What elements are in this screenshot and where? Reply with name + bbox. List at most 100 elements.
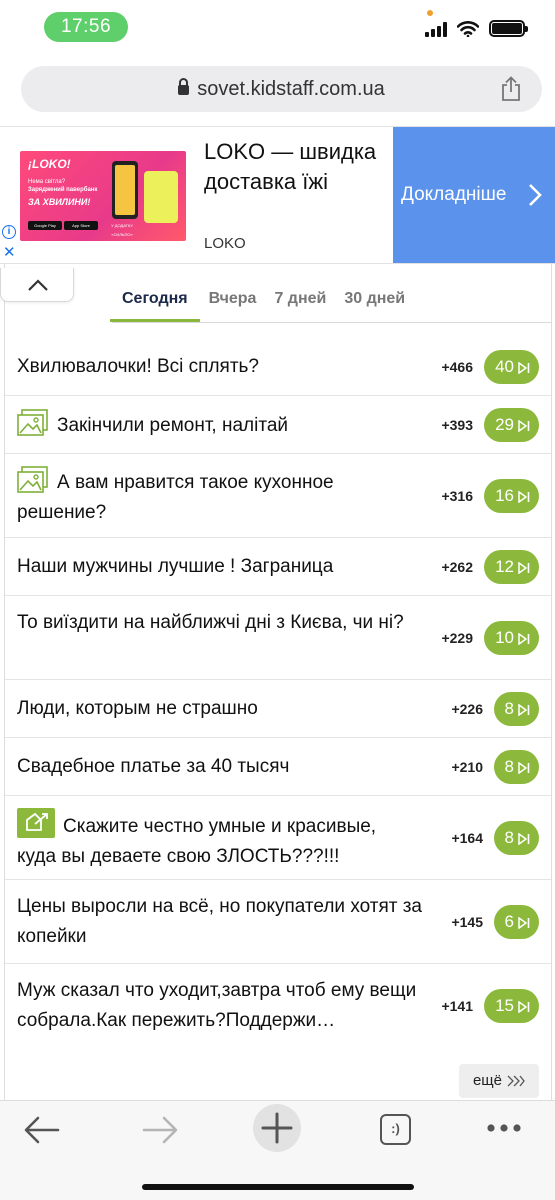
tab-7-days[interactable]: 7 дней <box>274 290 327 307</box>
address-bar[interactable]: sovet.kidstaff.com.ua <box>21 66 542 112</box>
more-menu-icon[interactable] <box>486 1123 522 1133</box>
topic-row[interactable]: Хвилювалочки! Всі сплять? +466 40 <box>5 338 551 396</box>
ad-image[interactable]: ¡LOKO! Нема світла? Заряджений павербанк… <box>20 151 186 241</box>
topic-score: +226 <box>451 701 483 717</box>
tab-today[interactable]: Сегодня <box>110 270 200 322</box>
ad-app-store-badge: App Store <box>64 221 98 230</box>
skip-to-end-icon <box>518 1001 530 1013</box>
topic-row[interactable]: Свадебное платье за 40 тысяч +210 8 <box>5 738 551 796</box>
topic-row[interactable]: Муж сказал что уходит,завтра чтоб ему ве… <box>5 964 551 1048</box>
topic-row[interactable]: Цены выросли на всё, но покупатели хотят… <box>5 880 551 964</box>
tab-30-days[interactable]: 30 дней <box>344 290 406 307</box>
chevron-right-icon <box>529 184 542 206</box>
url-text: sovet.kidstaff.com.ua <box>197 78 385 100</box>
tabs-switcher-icon[interactable]: :) <box>380 1114 411 1145</box>
tab-yesterday[interactable]: Вчера <box>208 290 257 307</box>
more-button[interactable]: ещё <box>458 1064 539 1098</box>
topic-title[interactable]: Скажите честно умные и красивые, куда вы… <box>17 808 417 872</box>
replies-pill[interactable]: 8 <box>493 692 539 726</box>
topic-title[interactable]: Свадебное платье за 40 тысяч <box>17 756 290 777</box>
popular-topics-panel <box>4 264 552 1102</box>
forward-arrow-icon[interactable] <box>140 1115 180 1145</box>
skip-to-end-icon <box>518 420 530 432</box>
chevron-up-icon <box>28 279 48 291</box>
skip-to-end-icon <box>518 762 530 774</box>
topic-row[interactable]: Наши мужчины лучшие ! Заграница +262 12 <box>5 538 551 596</box>
status-icons <box>425 20 528 37</box>
skip-to-end-icon <box>518 704 530 716</box>
skip-to-end-icon <box>518 833 530 845</box>
browser-toolbar: :) <box>0 1100 555 1200</box>
replies-pill[interactable]: 10 <box>484 621 539 655</box>
ad-image-line1: Нема світла? <box>28 179 66 185</box>
skip-to-end-icon <box>518 633 530 645</box>
cellular-signal-icon <box>425 21 447 37</box>
ad-image-line2: Заряджений павербанк <box>28 187 98 193</box>
back-arrow-icon[interactable] <box>22 1115 62 1145</box>
topic-score: +262 <box>441 559 473 575</box>
topic-row[interactable]: Скажите честно умные и красивые, куда вы… <box>5 796 551 880</box>
topic-score: +145 <box>451 914 483 930</box>
ad-banner[interactable]: ¡LOKO! Нема світла? Заряджений павербанк… <box>0 126 555 264</box>
topic-row[interactable]: То виїздити на найближчі дні з Києва, чи… <box>5 596 551 680</box>
powerbank-illustration <box>144 171 178 223</box>
replies-pill[interactable]: 8 <box>493 821 539 855</box>
new-tab-button[interactable] <box>253 1104 301 1152</box>
ad-image-line3: ЗА ХВИЛИНИ! <box>28 197 91 207</box>
topic-title[interactable]: Цены выросли на всё, но покупатели хотят… <box>17 896 423 947</box>
ad-image-brand: ¡LOKO! <box>28 157 71 171</box>
tabs-divider <box>112 322 552 323</box>
share-icon[interactable] <box>500 76 522 102</box>
topic-row[interactable]: Закінчили ремонт, налітай +393 29 <box>5 396 551 454</box>
replies-pill[interactable]: 15 <box>484 989 539 1023</box>
skip-to-end-icon <box>518 491 530 503</box>
replies-pill[interactable]: 12 <box>484 550 539 584</box>
ad-title[interactable]: LOKO — швидка доставка їжі <box>204 139 377 194</box>
url-display[interactable]: sovet.kidstaff.com.ua <box>21 66 542 112</box>
battery-icon <box>489 20 528 37</box>
topic-score: +466 <box>441 359 473 375</box>
plus-icon <box>261 1112 293 1144</box>
topic-title[interactable]: Люди, которым не страшно <box>17 698 258 719</box>
ad-info-icon[interactable]: i <box>2 225 16 239</box>
topic-title[interactable]: Муж сказал что уходит,завтра чтоб ему ве… <box>17 980 417 1031</box>
topic-score: +210 <box>451 759 483 775</box>
collapse-button[interactable] <box>0 268 74 302</box>
topic-row[interactable]: А вам нравится такое кухонное решение? +… <box>5 454 551 538</box>
wifi-icon <box>457 21 479 37</box>
phone-illustration <box>112 161 138 219</box>
home-indicator[interactable] <box>142 1184 414 1190</box>
topic-title[interactable]: Наши мужчины лучшие ! Заграница <box>17 556 334 577</box>
period-tabs: Сегодня Вчера 7 дней 30 дней <box>110 270 414 322</box>
ad-advertiser: LOKO <box>204 235 246 252</box>
replies-pill[interactable]: 16 <box>484 479 539 513</box>
ad-google-play-badge: Google Play <box>28 221 62 230</box>
topic-row[interactable]: Люди, которым не страшно +226 8 <box>5 680 551 738</box>
privacy-indicator-dot <box>427 10 433 16</box>
replies-pill[interactable]: 8 <box>493 750 539 784</box>
skip-to-end-icon <box>518 917 530 929</box>
ad-close-icon[interactable]: ✕ <box>3 244 16 261</box>
topic-score: +316 <box>441 488 473 504</box>
double-chevron-right-icon <box>507 1075 525 1087</box>
poll-icon <box>17 808 55 838</box>
replies-pill[interactable]: 29 <box>484 408 539 442</box>
more-label: ещё <box>472 1072 502 1089</box>
status-bar: 17:56 <box>0 0 555 56</box>
topic-title[interactable]: Закінчили ремонт, налітай <box>17 409 288 441</box>
image-icon <box>17 466 48 493</box>
topic-title[interactable]: То виїздити на найближчі дні з Києва, чи… <box>17 612 404 633</box>
ad-image-caption: У ДОДАТКУ «СИЛЬПО» <box>111 223 133 237</box>
topic-score: +164 <box>451 830 483 846</box>
status-time[interactable]: 17:56 <box>44 12 128 42</box>
skip-to-end-icon <box>518 362 530 374</box>
topic-list: Хвилювалочки! Всі сплять? +466 40 Закінч… <box>5 338 551 1048</box>
skip-to-end-icon <box>518 562 530 574</box>
topic-title[interactable]: Хвилювалочки! Всі сплять? <box>17 356 259 377</box>
ad-cta-button[interactable]: Докладніше <box>393 127 555 263</box>
topic-title[interactable]: А вам нравится такое кухонное решение? <box>17 466 407 528</box>
replies-pill[interactable]: 6 <box>493 905 539 939</box>
ad-cta-label: Докладніше <box>401 184 507 205</box>
replies-pill[interactable]: 40 <box>484 350 539 384</box>
